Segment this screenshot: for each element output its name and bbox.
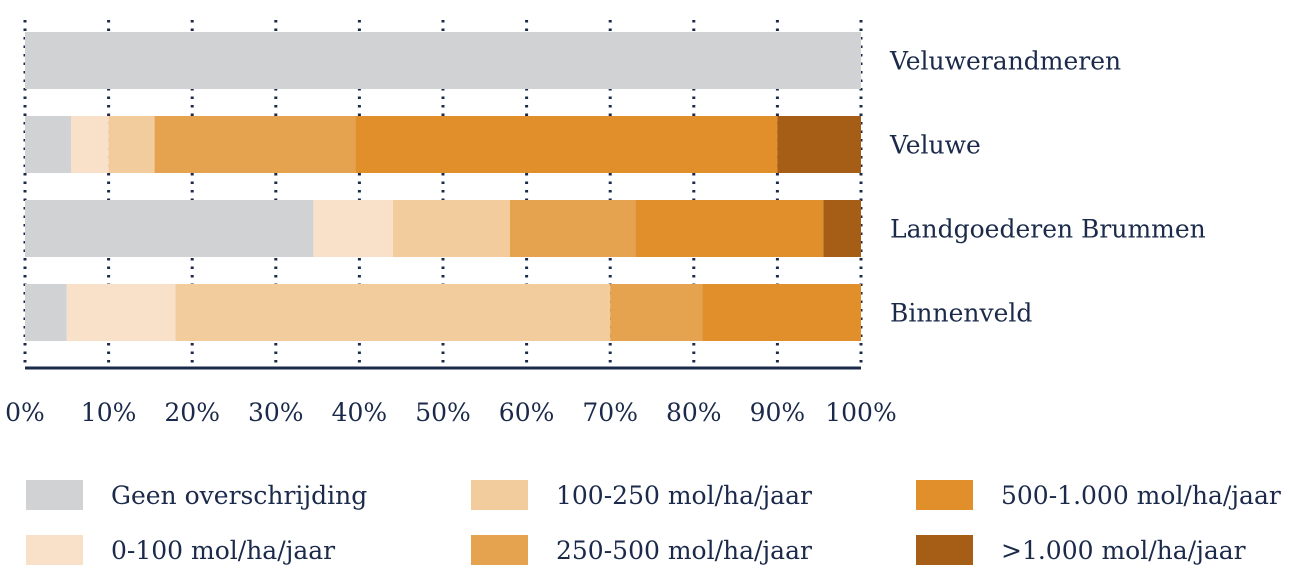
- legend-swatch: [471, 480, 528, 510]
- legend-item: 250-500 mol/ha/jaar: [471, 534, 812, 566]
- bar-segment: [25, 200, 314, 257]
- bars: [25, 32, 861, 341]
- x-tick-label: 50%: [415, 398, 471, 427]
- legend-item: 500-1.000 mol/ha/jaar: [916, 479, 1281, 511]
- bar-segment: [355, 116, 778, 173]
- legend-label: 100-250 mol/ha/jaar: [556, 480, 812, 510]
- legend: Geen overschrijding 0-100 mol/ha/jaar 100-…: [0, 470, 1300, 577]
- legend-swatch: [26, 480, 83, 510]
- bar-segment: [610, 284, 703, 341]
- bar-segment: [25, 116, 71, 173]
- bar-segment: [777, 116, 861, 173]
- legend-swatch: [471, 535, 528, 565]
- bar-segment: [313, 200, 393, 257]
- legend-label: 0-100 mol/ha/jaar: [111, 535, 336, 565]
- bar-segment: [635, 200, 824, 257]
- x-tick-label: 100%: [825, 398, 896, 427]
- x-tick-label: 30%: [248, 398, 304, 427]
- legend-label: 250-500 mol/ha/jaar: [556, 535, 812, 565]
- x-tick-label: 70%: [582, 398, 638, 427]
- stacked-bar-chart: 0% 10% 20% 30% 40% 50% 60% 70% 80% 90% 100% Veluwe…: [5, 20, 1206, 427]
- legend-item: 0-100 mol/ha/jaar: [26, 534, 335, 566]
- x-tick-label: 0%: [5, 398, 45, 427]
- bar-segment: [823, 200, 861, 257]
- x-tick-label: 80%: [666, 398, 722, 427]
- bar-segment: [702, 284, 861, 341]
- x-tick-label: 90%: [750, 398, 806, 427]
- legend-item: Geen overschrijding: [26, 479, 367, 511]
- bar-segment: [154, 116, 356, 173]
- legend-label: >1.000 mol/ha/jaar: [1001, 535, 1246, 565]
- legend-label: 500-1.000 mol/ha/jaar: [1001, 480, 1281, 510]
- x-tick-label: 40%: [332, 398, 388, 427]
- legend-label: Geen overschrijding: [111, 480, 368, 510]
- category-label: Landgoederen Brummen: [890, 215, 1206, 244]
- category-label: Binnenveld: [890, 299, 1032, 328]
- x-tick-labels: 0% 10% 20% 30% 40% 50% 60% 70% 80% 90% 100%: [5, 398, 897, 427]
- x-tick-label: 60%: [499, 398, 555, 427]
- bar-segment: [108, 116, 155, 173]
- bar-segment: [25, 284, 67, 341]
- legend-swatch: [916, 480, 973, 510]
- bar-segment: [392, 200, 510, 257]
- category-labels: Veluwerandmeren Veluwe Landgoederen Brumme…: [889, 47, 1206, 328]
- x-tick-label: 10%: [81, 398, 137, 427]
- legend-item: 100-250 mol/ha/jaar: [471, 479, 812, 511]
- x-tick-label: 20%: [164, 398, 220, 427]
- bar-segment: [66, 284, 176, 341]
- legend-item: >1.000 mol/ha/jaar: [916, 534, 1246, 566]
- legend-swatch: [26, 535, 83, 565]
- bar-segment: [509, 200, 636, 257]
- category-label: Veluwe: [889, 131, 981, 160]
- bar-segment: [175, 284, 611, 341]
- legend-swatch: [916, 535, 973, 565]
- bar-segment: [70, 116, 109, 173]
- bar-segment: [25, 32, 861, 89]
- category-label: Veluwerandmeren: [889, 47, 1121, 76]
